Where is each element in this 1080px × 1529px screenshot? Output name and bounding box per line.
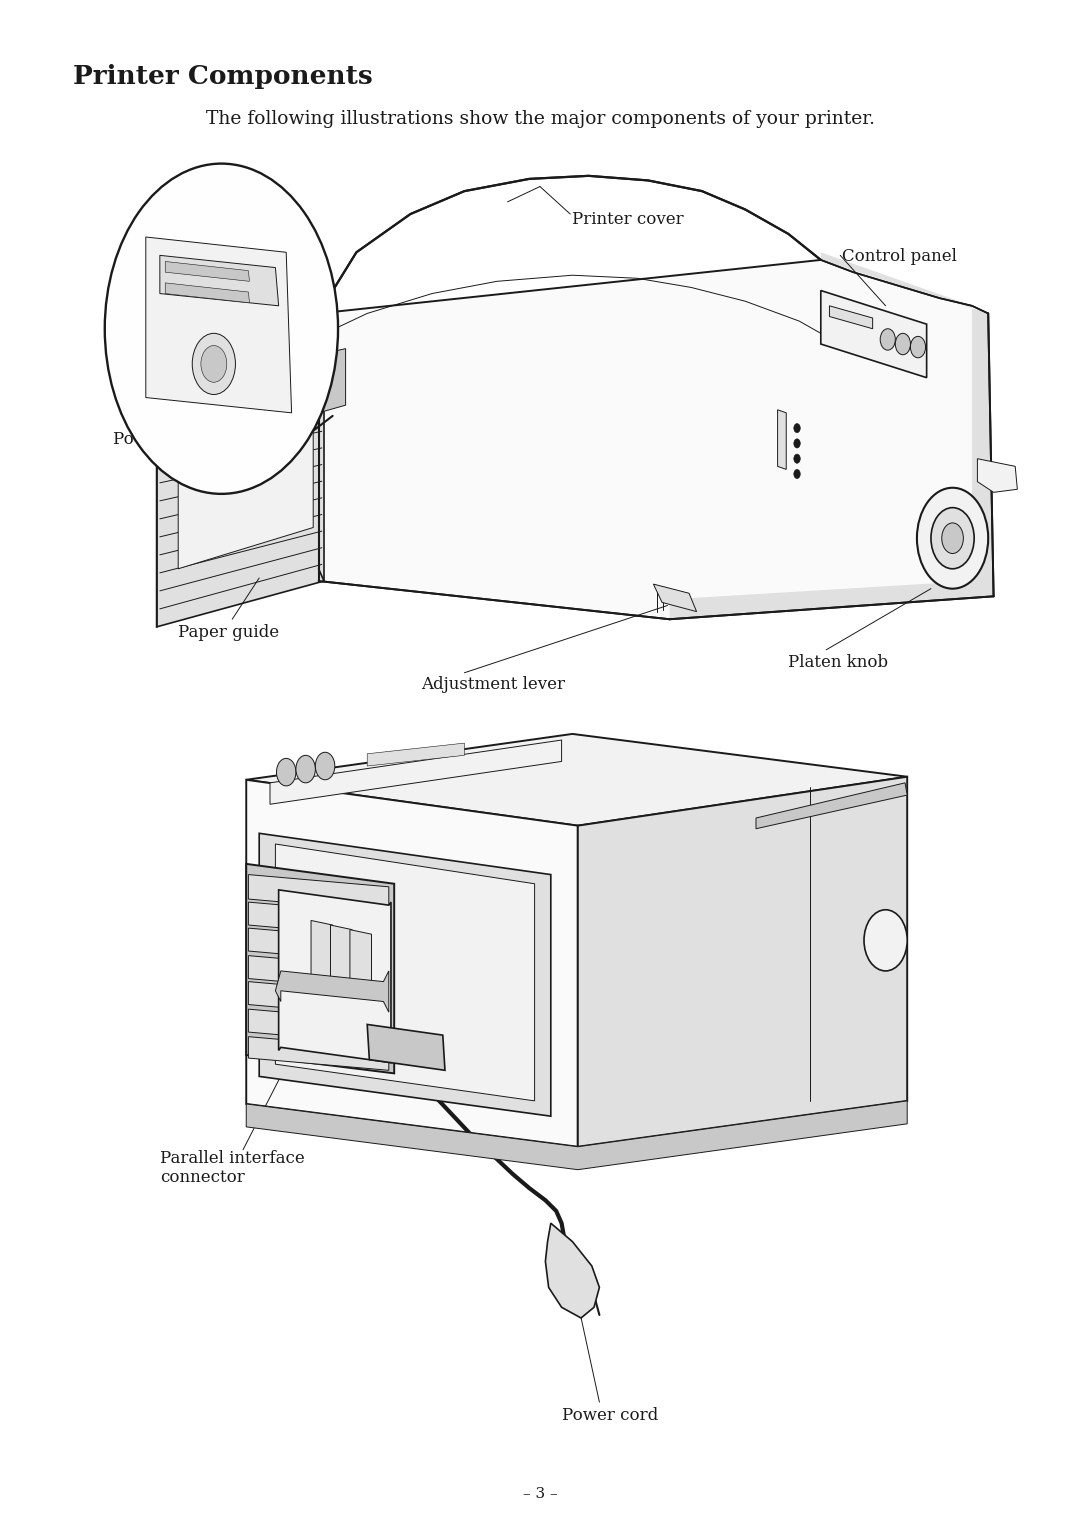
- Text: Power cord: Power cord: [562, 1407, 658, 1423]
- Polygon shape: [248, 956, 389, 991]
- Polygon shape: [178, 405, 313, 569]
- Polygon shape: [259, 833, 551, 1116]
- Polygon shape: [275, 844, 535, 1101]
- Text: Parallel interface
connector: Parallel interface connector: [160, 1150, 305, 1187]
- Circle shape: [794, 439, 800, 448]
- Text: Adjustment lever: Adjustment lever: [421, 676, 565, 693]
- Text: Platen knob: Platen knob: [788, 654, 889, 671]
- Polygon shape: [248, 902, 389, 937]
- Polygon shape: [165, 283, 249, 303]
- Circle shape: [105, 164, 338, 494]
- Text: Paper guide: Paper guide: [178, 624, 280, 641]
- Circle shape: [315, 752, 335, 780]
- Polygon shape: [653, 584, 697, 612]
- Polygon shape: [578, 777, 907, 1147]
- Polygon shape: [248, 982, 389, 1017]
- Polygon shape: [165, 261, 249, 281]
- Circle shape: [880, 329, 895, 350]
- Polygon shape: [829, 306, 873, 329]
- Polygon shape: [545, 1223, 599, 1318]
- Text: – 3 –: – 3 –: [523, 1488, 557, 1501]
- Polygon shape: [367, 1024, 445, 1070]
- Polygon shape: [756, 783, 907, 829]
- Polygon shape: [778, 410, 786, 469]
- Text: Printer cover: Printer cover: [572, 211, 684, 228]
- Text: The following illustrations show the major components of your printer.: The following illustrations show the maj…: [205, 110, 875, 128]
- Circle shape: [917, 488, 988, 589]
- Polygon shape: [977, 459, 1017, 492]
- Polygon shape: [275, 971, 389, 1012]
- Polygon shape: [160, 255, 279, 306]
- Text: Printer Components: Printer Components: [73, 64, 374, 89]
- Polygon shape: [248, 875, 389, 911]
- Polygon shape: [248, 1009, 389, 1044]
- Polygon shape: [248, 928, 389, 963]
- Polygon shape: [350, 930, 372, 992]
- Polygon shape: [367, 743, 464, 766]
- Circle shape: [794, 424, 800, 433]
- Polygon shape: [311, 920, 333, 983]
- Circle shape: [895, 333, 910, 355]
- Polygon shape: [319, 260, 994, 619]
- Polygon shape: [279, 890, 391, 1063]
- Polygon shape: [330, 925, 352, 988]
- Circle shape: [192, 333, 235, 394]
- Polygon shape: [246, 1101, 907, 1170]
- Circle shape: [276, 758, 296, 786]
- Circle shape: [910, 336, 926, 358]
- Polygon shape: [246, 864, 394, 1073]
- Polygon shape: [670, 252, 994, 619]
- Circle shape: [794, 469, 800, 479]
- Circle shape: [794, 454, 800, 463]
- Polygon shape: [146, 237, 292, 413]
- Polygon shape: [157, 385, 324, 443]
- Polygon shape: [248, 1037, 389, 1070]
- Circle shape: [931, 508, 974, 569]
- Polygon shape: [157, 385, 324, 627]
- Text: Power switch: Power switch: [113, 431, 226, 448]
- Polygon shape: [246, 734, 907, 826]
- Polygon shape: [319, 349, 346, 413]
- Polygon shape: [246, 780, 578, 1147]
- Circle shape: [864, 910, 907, 971]
- Circle shape: [942, 523, 963, 553]
- Circle shape: [201, 346, 227, 382]
- Text: Control panel: Control panel: [842, 248, 957, 265]
- Polygon shape: [270, 740, 562, 804]
- Polygon shape: [821, 291, 927, 378]
- Circle shape: [296, 755, 315, 783]
